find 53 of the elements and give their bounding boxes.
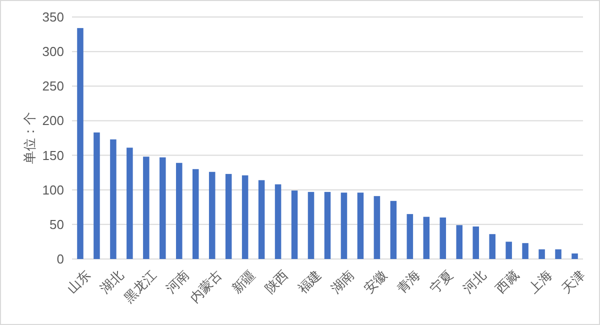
x-tick-label: 安徽 [360,267,390,296]
x-tick-label: 河北 [460,267,489,296]
bar [242,175,248,259]
bar [340,192,348,259]
bar [472,226,479,259]
bar [274,184,282,259]
bar [225,174,232,259]
bar [160,157,166,259]
x-tick-label: 宁夏 [426,267,456,296]
x-tick-label: 西藏 [492,267,522,296]
bar [440,218,446,259]
bar [538,249,545,259]
bar [572,253,578,259]
bar [489,234,496,259]
bar [308,192,314,259]
y-tick-label: 200 [42,113,64,128]
y-tick-label: 150 [42,148,64,163]
bar [208,172,216,259]
y-tick-label: 300 [42,44,64,60]
y-tick-label: 350 [42,10,64,24]
y-tick-label: 0 [56,252,64,266]
x-tick-label: 河南 [163,267,192,296]
y-axis-title: 单位：个 [22,112,37,164]
x-tick-label: 山东 [64,267,94,296]
bar [374,196,380,259]
x-tick-label: 新疆 [228,267,258,296]
x-tick-label: 陕西 [262,267,291,296]
bar [555,249,562,259]
bar [506,242,512,259]
y-tick-label: 50 [50,216,64,232]
x-tick-label: 青海 [394,267,423,296]
bar [406,214,414,259]
bar [324,192,331,259]
bar [94,132,100,259]
bar [192,169,199,259]
x-tick-label: 福建 [294,267,324,296]
x-tick-label: 上海 [526,267,555,296]
bar [357,192,364,259]
bar [143,156,150,259]
bar [522,243,528,259]
bar [176,162,182,259]
bar [291,190,298,259]
x-tick-label: 天津 [558,267,588,296]
bar [110,139,116,259]
bar [456,225,463,259]
x-tick-label: 湖南 [328,267,357,296]
bar [77,28,84,259]
y-tick-label: 250 [42,78,64,94]
bar [258,180,265,259]
y-tick-label: 100 [42,182,64,198]
bar [423,216,430,259]
bar [126,148,133,259]
bar [390,200,397,259]
